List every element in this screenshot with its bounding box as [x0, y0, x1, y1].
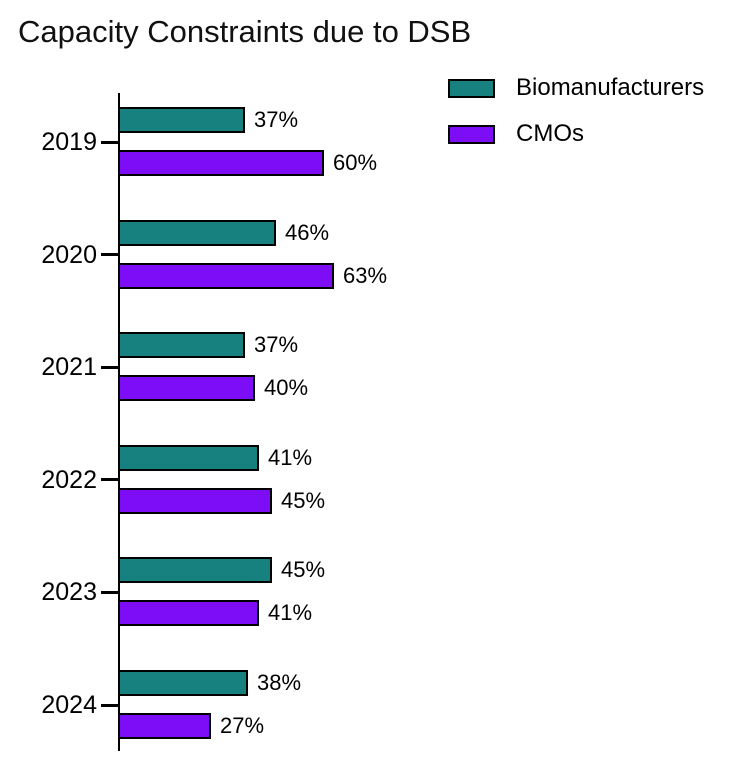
- category-label-2022: 2022: [41, 465, 97, 494]
- y-axis-line: [118, 93, 120, 751]
- bar-value-label: 38%: [257, 670, 302, 695]
- bar-cmos-2024: [118, 713, 211, 739]
- bar-value-label: 45%: [281, 557, 326, 583]
- category-label-2020: 2020: [41, 240, 97, 269]
- bar-cmos-2022: [118, 487, 272, 514]
- bar-value-label: 37%: [254, 107, 299, 132]
- axis-tick: [101, 253, 118, 257]
- bar-cmos-2019: [118, 150, 324, 176]
- legend-label: Biomanufacturers: [516, 74, 705, 101]
- category-label-2023: 2023: [41, 578, 97, 607]
- bar-cmos-2020: [118, 262, 334, 289]
- legend-item-cmos: CMOs: [448, 120, 704, 148]
- legend-swatch-icon: [448, 78, 495, 98]
- bar-biomanufacturers-2021: [118, 332, 245, 359]
- axis-tick: [101, 590, 118, 594]
- bar-biomanufacturers-2023: [118, 557, 272, 584]
- bar-biomanufacturers-2019: [118, 107, 245, 133]
- bar-value-label: 63%: [343, 262, 388, 288]
- bar-value-label: 46%: [285, 219, 330, 245]
- bar-biomanufacturers-2022: [118, 444, 259, 471]
- chart-title: Capacity Constraints due to DSB: [18, 14, 472, 49]
- bar-cmos-2021: [118, 375, 255, 402]
- bar-value-label: 60%: [333, 150, 378, 175]
- axis-tick: [101, 703, 118, 707]
- legend-item-biomanufacturers: Biomanufacturers: [448, 74, 704, 102]
- bar-biomanufacturers-2020: [118, 219, 276, 246]
- bar-value-label: 41%: [268, 444, 313, 470]
- category-label-2024: 2024: [41, 691, 97, 719]
- axis-tick: [101, 478, 118, 482]
- axis-tick: [101, 140, 118, 144]
- bar-biomanufacturers-2024: [118, 670, 248, 696]
- legend-label: CMOs: [516, 120, 584, 147]
- bar-value-label: 45%: [281, 487, 326, 513]
- category-label-2021: 2021: [41, 353, 97, 382]
- bar-value-label: 27%: [220, 713, 265, 738]
- category-label-2019: 2019: [41, 128, 97, 156]
- legend-swatch-icon: [448, 124, 495, 144]
- bar-value-label: 37%: [254, 332, 299, 358]
- legend: Biomanufacturers CMOs: [448, 74, 704, 148]
- bar-value-label: 41%: [268, 600, 313, 626]
- bar-cmos-2023: [118, 600, 259, 627]
- bar-value-label: 40%: [264, 375, 309, 401]
- axis-tick: [101, 365, 118, 369]
